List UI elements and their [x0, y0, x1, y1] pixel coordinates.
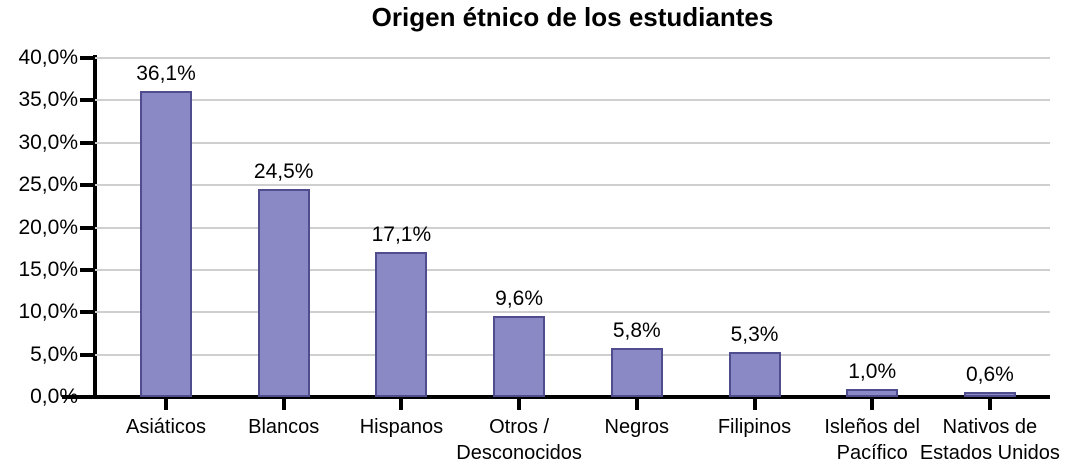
- y-axis-label-10: 10,0%: [18, 300, 78, 324]
- x-axis-label-islenos-del: Isleños del Pacífico: [824, 416, 920, 464]
- x-axis-label-filipinos: Filipinos: [717, 416, 792, 438]
- y-axis-label-0: 0,0%: [30, 385, 78, 408]
- x-axis-tick-nativos-de: [987, 399, 992, 410]
- chart-title: Origen étnico de los estudiantes: [371, 2, 774, 32]
- gridline-20: [95, 226, 1050, 229]
- bar-value-label-hispanos: 17,1%: [371, 223, 432, 247]
- bar-value-label-otros: 9,6%: [495, 286, 544, 310]
- x-axis-tick-negros: [634, 399, 639, 410]
- y-axis-tick-15: [80, 267, 95, 272]
- gridline-15: [95, 268, 1050, 271]
- gridline-35: [95, 99, 1050, 102]
- y-axis-label-20: 20,0%: [18, 215, 78, 239]
- bar-negros: [610, 347, 663, 397]
- y-axis-label-15: 15,0%: [18, 257, 78, 281]
- x-axis-label-hispanos: Hispanos: [359, 416, 444, 438]
- y-axis-label-35: 35,0%: [18, 88, 78, 112]
- gridline-10: [95, 311, 1050, 314]
- bar-blancos: [257, 189, 310, 397]
- y-axis-tick-5: [80, 352, 95, 357]
- bar-value-label-filipinos: 5,3%: [730, 323, 779, 347]
- y-axis-tick-35: [80, 98, 95, 103]
- bar-islenos-del: [846, 388, 899, 397]
- y-axis-tick-0: [80, 395, 95, 399]
- x-axis-label-otros: Otros / Desconocidos: [456, 416, 582, 464]
- plot-area: 36,1% 24,5% 17,1% 9,6% 5,8% 5,3% 1,0% 0,6%: [95, 57, 1050, 397]
- bar-nativos-de: [963, 391, 1016, 397]
- bar-value-label-islenos-del: 1,0%: [848, 359, 897, 383]
- x-axis-tick-blancos: [281, 399, 286, 410]
- y-axis-tick-40: [80, 56, 95, 60]
- bar-value-label-nativos-de: 0,6%: [965, 362, 1014, 386]
- x-axis-line: [62, 395, 1050, 399]
- gridline-40: [95, 57, 1050, 59]
- y-axis-label-40: 40,0%: [18, 46, 78, 69]
- y-axis-tick-25: [80, 183, 95, 188]
- bar-otros: [493, 315, 546, 397]
- bar-value-label-negros: 5,8%: [612, 318, 661, 342]
- bar-asiaticos: [140, 91, 192, 397]
- bar-value-label-blancos: 24,5%: [253, 160, 314, 184]
- y-axis-tick-30: [80, 140, 95, 145]
- x-axis-label-negros: Negros: [604, 416, 670, 438]
- x-axis-tick-otros: [517, 399, 522, 410]
- x-axis-tick-hispanos: [399, 399, 404, 410]
- x-axis-tick-asiaticos: [164, 399, 168, 410]
- y-axis-label-25: 25,0%: [18, 173, 78, 197]
- y-axis-tick-10: [80, 310, 95, 315]
- bar-value-label-asiaticos: 36,1%: [136, 62, 196, 86]
- x-axis-tick-filipinos: [752, 399, 757, 410]
- gridline-30: [95, 141, 1050, 144]
- x-axis-label-asiaticos: Asiáticos: [125, 416, 207, 438]
- y-axis-label-30: 30,0%: [18, 130, 78, 154]
- gridline-25: [95, 184, 1050, 187]
- bar-hispanos: [375, 252, 428, 397]
- y-axis-tick-20: [80, 225, 95, 230]
- y-axis-label-5: 5,0%: [30, 342, 78, 366]
- x-axis-tick-islenos-del: [870, 399, 875, 410]
- gridline-5: [95, 353, 1050, 356]
- x-axis-label-blancos: Blancos: [248, 416, 320, 438]
- x-axis-label-nativos-de: Nativos de Estados Unidos: [919, 416, 1060, 464]
- bar-filipinos: [728, 352, 781, 397]
